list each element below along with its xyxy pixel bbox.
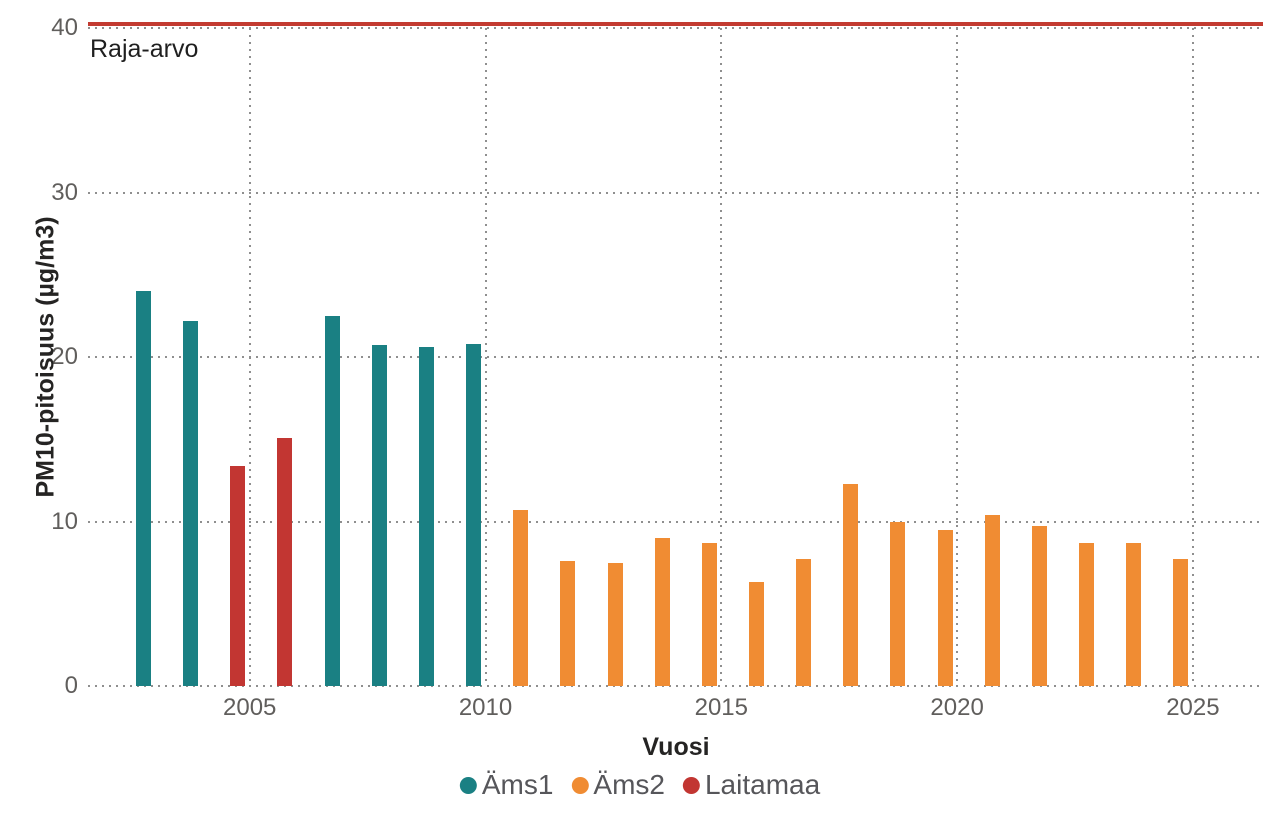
bar-Äms2-2024[interactable] bbox=[1126, 542, 1142, 686]
legend-item-Äms1[interactable]: Äms1 bbox=[459, 769, 554, 801]
legend-label: Laitamaa bbox=[704, 769, 821, 800]
legend-label: Äms1 bbox=[481, 769, 554, 800]
y-axis-title: PM10-pitoisuus (µg/m3) bbox=[31, 216, 60, 498]
legend-item-Laitamaa[interactable]: Laitamaa bbox=[682, 769, 821, 801]
y-tick-label-30: 30 bbox=[51, 178, 78, 206]
limit-line-label: Raja-arvo bbox=[90, 35, 199, 63]
gridline-vertical-2005 bbox=[248, 28, 251, 686]
bar-Äms2-2023[interactable] bbox=[1079, 542, 1095, 686]
x-tick-label-2015: 2015 bbox=[694, 694, 748, 721]
gridline-vertical-2015 bbox=[720, 28, 723, 686]
bar-Äms2-2017[interactable] bbox=[796, 559, 812, 686]
x-tick-label-2010: 2010 bbox=[458, 694, 513, 721]
bar-Laitamaa-2006[interactable] bbox=[277, 437, 293, 686]
bar-Äms1-2010[interactable] bbox=[466, 343, 482, 686]
gridline-vertical-2010 bbox=[484, 28, 487, 686]
x-axis-title: Vuosi bbox=[642, 733, 710, 761]
limit-line bbox=[88, 22, 1263, 26]
bar-Äms2-2020[interactable] bbox=[937, 529, 953, 686]
legend-item-Äms2[interactable]: Äms2 bbox=[571, 769, 665, 801]
x-tick-label-2005: 2005 bbox=[223, 694, 277, 721]
bar-Äms1-2009[interactable] bbox=[418, 347, 434, 686]
bar-Äms2-2018[interactable] bbox=[843, 483, 859, 686]
bar-Äms2-2011[interactable] bbox=[513, 509, 529, 686]
bar-Äms2-2021[interactable] bbox=[984, 514, 1000, 686]
gridline-vertical-2020 bbox=[956, 28, 959, 686]
legend-dot-icon bbox=[459, 776, 477, 794]
bar-Äms2-2015[interactable] bbox=[701, 542, 717, 686]
gridline-horizontal-20 bbox=[88, 356, 1263, 358]
gridline-horizontal-0 bbox=[88, 685, 1263, 687]
bar-Äms2-2022[interactable] bbox=[1031, 526, 1047, 686]
x-tick-label-2020: 2020 bbox=[930, 694, 984, 721]
bar-Äms2-2019[interactable] bbox=[890, 521, 906, 686]
bar-Äms1-2008[interactable] bbox=[371, 345, 387, 686]
gridline-horizontal-40 bbox=[88, 27, 1263, 29]
bar-Laitamaa-2005[interactable] bbox=[230, 465, 246, 686]
gridline-horizontal-30 bbox=[88, 191, 1263, 194]
bar-Äms1-2004[interactable] bbox=[183, 320, 199, 686]
y-tick-label-20: 20 bbox=[51, 343, 78, 370]
bar-Äms2-2025[interactable] bbox=[1173, 559, 1189, 686]
bar-Äms1-2007[interactable] bbox=[324, 315, 340, 686]
y-tick-label-10: 10 bbox=[51, 507, 78, 535]
gridline-horizontal-10 bbox=[88, 520, 1263, 523]
gridline-vertical-2025 bbox=[1191, 28, 1194, 686]
legend-dot-icon bbox=[682, 776, 700, 794]
legend: Äms1 Äms2 Laitamaa bbox=[459, 769, 821, 801]
bar-Äms2-2014[interactable] bbox=[654, 537, 670, 686]
y-tick-label-0: 0 bbox=[64, 672, 78, 699]
bar-Äms2-2013[interactable] bbox=[607, 562, 623, 686]
legend-label: Äms2 bbox=[593, 769, 665, 800]
x-tick-label-2025: 2025 bbox=[1166, 694, 1220, 721]
bar-Äms1-2003[interactable] bbox=[135, 291, 151, 686]
bar-Äms2-2012[interactable] bbox=[560, 560, 576, 686]
legend-dot-icon bbox=[571, 776, 589, 794]
bar-Äms2-2016[interactable] bbox=[748, 582, 764, 686]
y-tick-label-40: 40 bbox=[51, 14, 78, 41]
